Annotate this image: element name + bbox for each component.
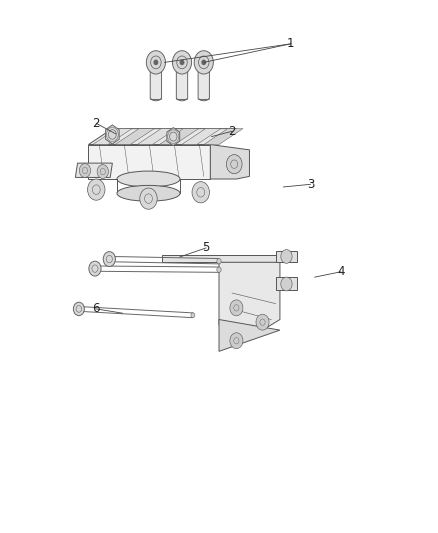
Polygon shape [219, 262, 280, 335]
Circle shape [217, 259, 221, 264]
Text: 3: 3 [307, 178, 314, 191]
Polygon shape [162, 255, 280, 262]
FancyBboxPatch shape [198, 61, 209, 100]
Polygon shape [204, 128, 243, 144]
Circle shape [217, 267, 221, 272]
Circle shape [230, 333, 243, 349]
Polygon shape [137, 128, 177, 144]
Polygon shape [88, 144, 210, 179]
Circle shape [88, 179, 105, 200]
Circle shape [191, 313, 195, 318]
Circle shape [74, 302, 85, 316]
Circle shape [192, 182, 209, 203]
Circle shape [281, 249, 292, 263]
Ellipse shape [117, 171, 180, 187]
Polygon shape [276, 251, 297, 262]
FancyBboxPatch shape [150, 61, 162, 100]
Circle shape [103, 252, 116, 266]
Circle shape [89, 261, 101, 276]
Circle shape [226, 155, 242, 174]
Text: 6: 6 [92, 302, 100, 316]
Polygon shape [88, 128, 237, 144]
Circle shape [194, 51, 213, 74]
Circle shape [140, 188, 157, 209]
Polygon shape [219, 319, 280, 351]
Polygon shape [210, 144, 250, 179]
Circle shape [256, 314, 269, 330]
Circle shape [202, 60, 205, 64]
Polygon shape [106, 125, 119, 144]
Circle shape [173, 51, 191, 74]
Ellipse shape [117, 185, 180, 201]
Polygon shape [167, 127, 180, 146]
Circle shape [79, 164, 91, 177]
Circle shape [281, 277, 292, 291]
Circle shape [180, 60, 184, 64]
Polygon shape [93, 128, 132, 144]
Circle shape [230, 300, 243, 316]
Polygon shape [115, 128, 154, 144]
Text: 4: 4 [337, 265, 345, 278]
Polygon shape [276, 277, 297, 290]
FancyBboxPatch shape [177, 61, 187, 100]
Text: 2: 2 [228, 125, 236, 138]
Polygon shape [182, 128, 221, 144]
Circle shape [97, 165, 109, 179]
Circle shape [154, 60, 158, 64]
Polygon shape [159, 128, 198, 144]
Text: 5: 5 [202, 241, 210, 254]
Circle shape [146, 51, 166, 74]
Text: 2: 2 [92, 117, 100, 130]
Polygon shape [75, 163, 113, 177]
Text: 1: 1 [287, 37, 295, 50]
